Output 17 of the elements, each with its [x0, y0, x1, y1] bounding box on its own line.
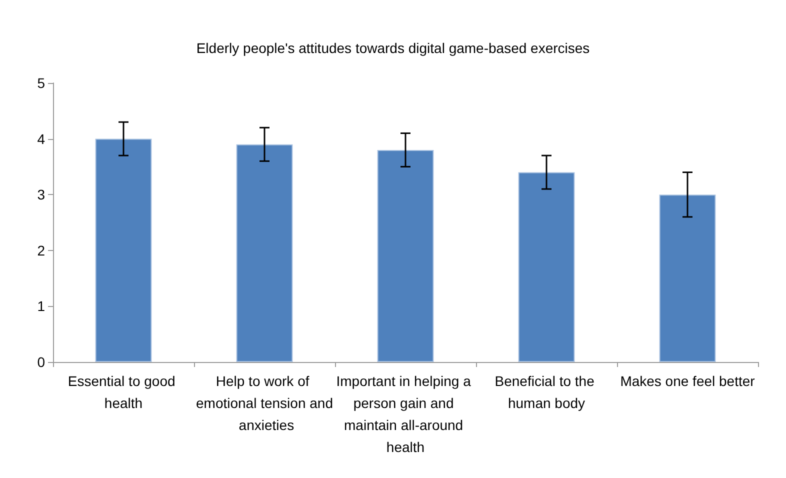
y-tick-label: 1: [37, 298, 46, 314]
x-tick-label: Beneficial to the human body: [494, 373, 598, 411]
y-tick-label: 3: [37, 186, 46, 203]
x-tick-label: Help to work of emotional tension and anxieties: [196, 373, 333, 433]
bar: [236, 144, 293, 362]
bar: [95, 138, 152, 362]
y-tick-label: 2: [37, 242, 46, 258]
x-tick-label: Makes one feel better: [620, 373, 756, 389]
y-tick-label: 5: [37, 75, 46, 91]
x-tick-label: Essential to good health: [68, 373, 180, 411]
y-tick-label: 4: [37, 130, 46, 147]
x-tick-label: Important in helping a person gain and maintain all-around health: [336, 373, 475, 455]
chart-title: Elderly people's attitudes towards digital game-based exercises: [196, 40, 590, 56]
y-tick-label: 0: [37, 354, 46, 370]
bar: [659, 194, 716, 362]
bar: [377, 150, 434, 362]
bar: [518, 172, 575, 362]
